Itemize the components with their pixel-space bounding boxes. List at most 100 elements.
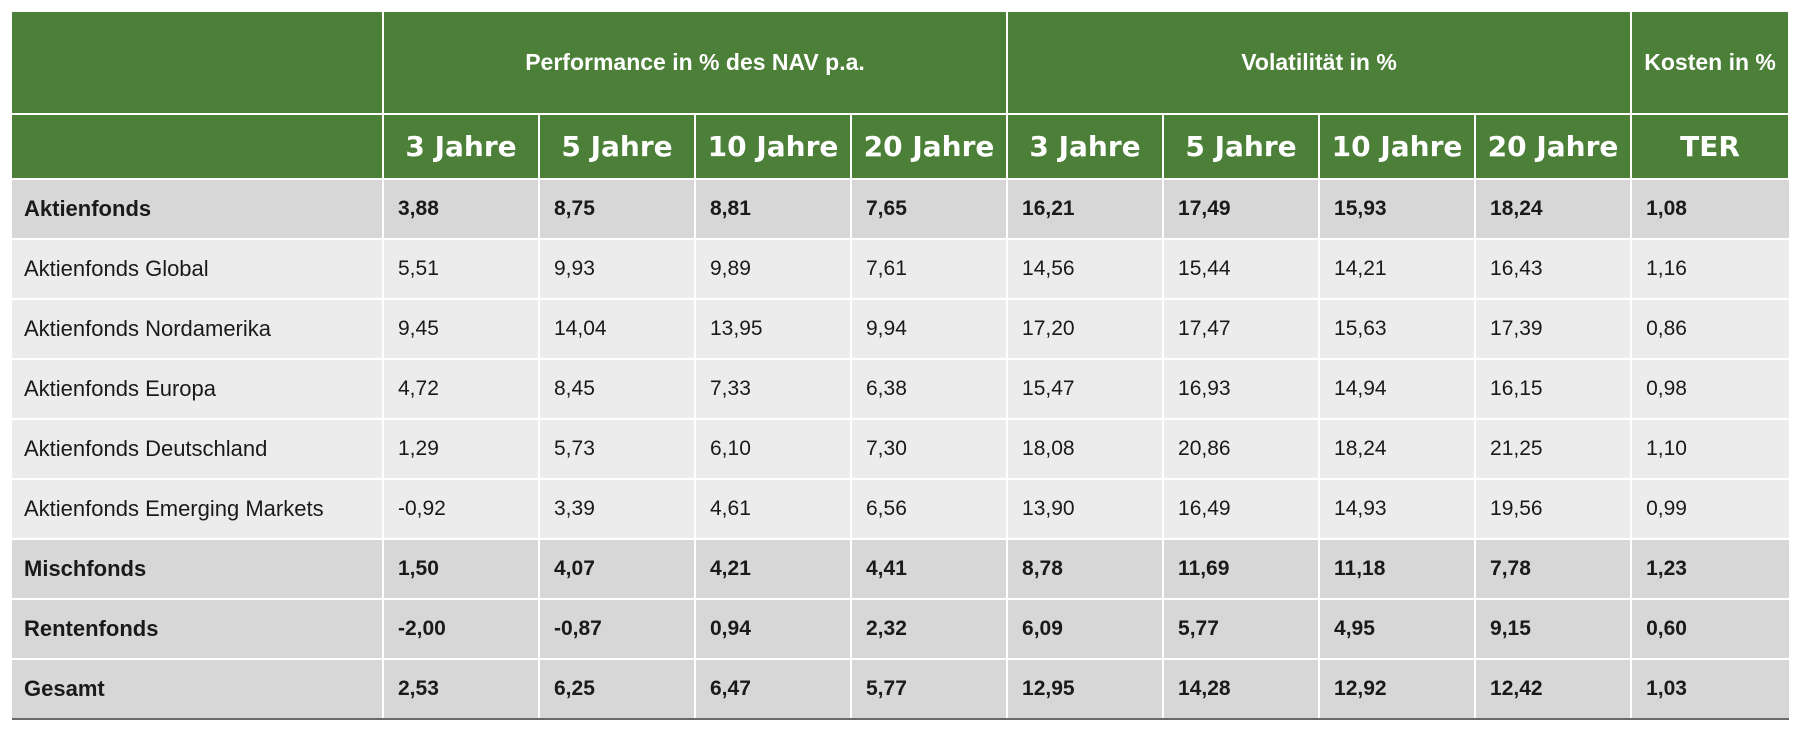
table-cell: 18,24 — [1319, 418, 1477, 479]
table-cell: 21,25 — [1475, 418, 1633, 479]
performance-group-header: Performance in % des NAV p.a. — [383, 12, 1009, 114]
table-cell: -0,87 — [539, 598, 696, 659]
table-cell: 5,77 — [851, 658, 1009, 720]
row-label: Aktienfonds Europa — [12, 358, 384, 419]
table-cell: 14,56 — [1007, 238, 1165, 299]
table-cell: 7,61 — [851, 238, 1009, 299]
table-cell: 19,56 — [1475, 478, 1633, 539]
table-cell: 6,09 — [1007, 598, 1165, 659]
fund-table-container: Performance in % des NAV p.a. Volatilitä… — [12, 12, 1791, 720]
header-row-periods: 3 Jahre 5 Jahre 10 Jahre 20 Jahre 3 Jahr… — [12, 113, 1791, 179]
table-cell: 4,72 — [383, 358, 540, 419]
column-header: TER — [1631, 113, 1791, 179]
table-row: Mischfonds 1,50 4,07 4,21 4,41 8,78 11,69 11,18… — [12, 538, 1790, 599]
table-cell: 8,78 — [1007, 538, 1165, 599]
table-cell: 16,15 — [1475, 358, 1633, 419]
table-row: Aktienfonds Deutschland 1,29 5,73 6,10 7,30 1… — [12, 418, 1790, 479]
table-cell: 8,75 — [539, 178, 696, 239]
table-cell: 1,29 — [383, 418, 540, 479]
table-cell: 14,93 — [1319, 478, 1477, 539]
table-cell: 16,49 — [1163, 478, 1321, 539]
table-cell: 6,10 — [695, 418, 852, 479]
table-cell: 13,90 — [1007, 478, 1165, 539]
table-cell: 3,39 — [539, 478, 696, 539]
table-cell: 0,60 — [1631, 598, 1790, 659]
table-cell: 0,94 — [695, 598, 852, 659]
table-cell: 7,78 — [1475, 538, 1633, 599]
table-cell: 4,21 — [695, 538, 852, 599]
table-cell: 6,25 — [539, 658, 696, 720]
column-header: 5 Jahre — [1163, 113, 1321, 179]
fund-performance-table: Performance in % des NAV p.a. Volatilitä… — [12, 12, 1791, 720]
table-cell: 15,44 — [1163, 238, 1321, 299]
column-header: 10 Jahre — [695, 113, 852, 179]
table-cell: 2,53 — [383, 658, 540, 720]
table-cell: 8,45 — [539, 358, 696, 419]
table-cell: 13,95 — [695, 298, 852, 359]
table-cell: 18,24 — [1475, 178, 1633, 239]
table-cell: 14,28 — [1163, 658, 1321, 720]
table-cell: 6,38 — [851, 358, 1009, 419]
costs-group-header: Kosten in % — [1631, 12, 1791, 114]
table-cell: 15,93 — [1319, 178, 1477, 239]
table-cell: 11,18 — [1319, 538, 1477, 599]
table-cell: 9,93 — [539, 238, 696, 299]
table-row: Gesamt 2,53 6,25 6,47 5,77 12,95 14,28 12,92 12,… — [12, 658, 1790, 720]
table-cell: 1,08 — [1631, 178, 1790, 239]
table-cell: 7,30 — [851, 418, 1009, 479]
table-cell: 12,42 — [1475, 658, 1633, 720]
table-body: Aktienfonds 3,88 8,75 8,81 7,65 16,21 17,49 15,… — [12, 178, 1790, 720]
table-cell: 1,10 — [1631, 418, 1790, 479]
table-cell: 6,47 — [695, 658, 852, 720]
table-cell: 20,86 — [1163, 418, 1321, 479]
table-cell: 14,21 — [1319, 238, 1477, 299]
table-cell: 15,47 — [1007, 358, 1165, 419]
table-cell: 14,04 — [539, 298, 696, 359]
table-row: Aktienfonds Global 5,51 9,93 9,89 7,61 14,56 1… — [12, 238, 1790, 299]
table-cell: 5,77 — [1163, 598, 1321, 659]
table-cell: 12,92 — [1319, 658, 1477, 720]
table-cell: 17,47 — [1163, 298, 1321, 359]
row-label: Aktienfonds Global — [12, 238, 384, 299]
table-cell: 15,63 — [1319, 298, 1477, 359]
table-cell: 12,95 — [1007, 658, 1165, 720]
column-header: 5 Jahre — [539, 113, 696, 179]
column-header: 3 Jahre — [1007, 113, 1165, 179]
table-cell: 4,41 — [851, 538, 1009, 599]
table-cell: 5,51 — [383, 238, 540, 299]
column-header: 20 Jahre — [1475, 113, 1633, 179]
table-cell: 4,95 — [1319, 598, 1477, 659]
table-cell: 7,65 — [851, 178, 1009, 239]
table-cell: 11,69 — [1163, 538, 1321, 599]
table-cell: 1,23 — [1631, 538, 1790, 599]
table-cell: 3,88 — [383, 178, 540, 239]
table-cell: 17,39 — [1475, 298, 1633, 359]
table-row: Aktienfonds Emerging Markets -0,92 3,39 4,6… — [12, 478, 1790, 539]
table-cell: 18,08 — [1007, 418, 1165, 479]
row-label: Aktienfonds Deutschland — [12, 418, 384, 479]
row-label: Gesamt — [12, 658, 384, 720]
column-header: 20 Jahre — [851, 113, 1009, 179]
table-cell: 16,43 — [1475, 238, 1633, 299]
column-header: 10 Jahre — [1319, 113, 1477, 179]
table-cell: 17,20 — [1007, 298, 1165, 359]
table-cell: 16,93 — [1163, 358, 1321, 419]
table-cell: 4,07 — [539, 538, 696, 599]
table-cell: 9,94 — [851, 298, 1009, 359]
table-row: Aktienfonds Europa 4,72 8,45 7,33 6,38 15,47 1… — [12, 358, 1790, 419]
row-label: Mischfonds — [12, 538, 384, 599]
table-cell: 17,49 — [1163, 178, 1321, 239]
table-cell: -2,00 — [383, 598, 540, 659]
table-cell: 8,81 — [695, 178, 852, 239]
table-cell: 1,16 — [1631, 238, 1790, 299]
table-cell: 16,21 — [1007, 178, 1165, 239]
row-label: Aktienfonds Emerging Markets — [12, 478, 384, 539]
row-label: Aktienfonds Nordamerika — [12, 298, 384, 359]
row-label: Aktienfonds — [12, 178, 384, 239]
table-cell: 7,33 — [695, 358, 852, 419]
table-cell: 0,86 — [1631, 298, 1790, 359]
table-cell: 1,03 — [1631, 658, 1790, 720]
table-cell: 2,32 — [851, 598, 1009, 659]
table-cell: 0,99 — [1631, 478, 1790, 539]
column-header: 3 Jahre — [383, 113, 540, 179]
